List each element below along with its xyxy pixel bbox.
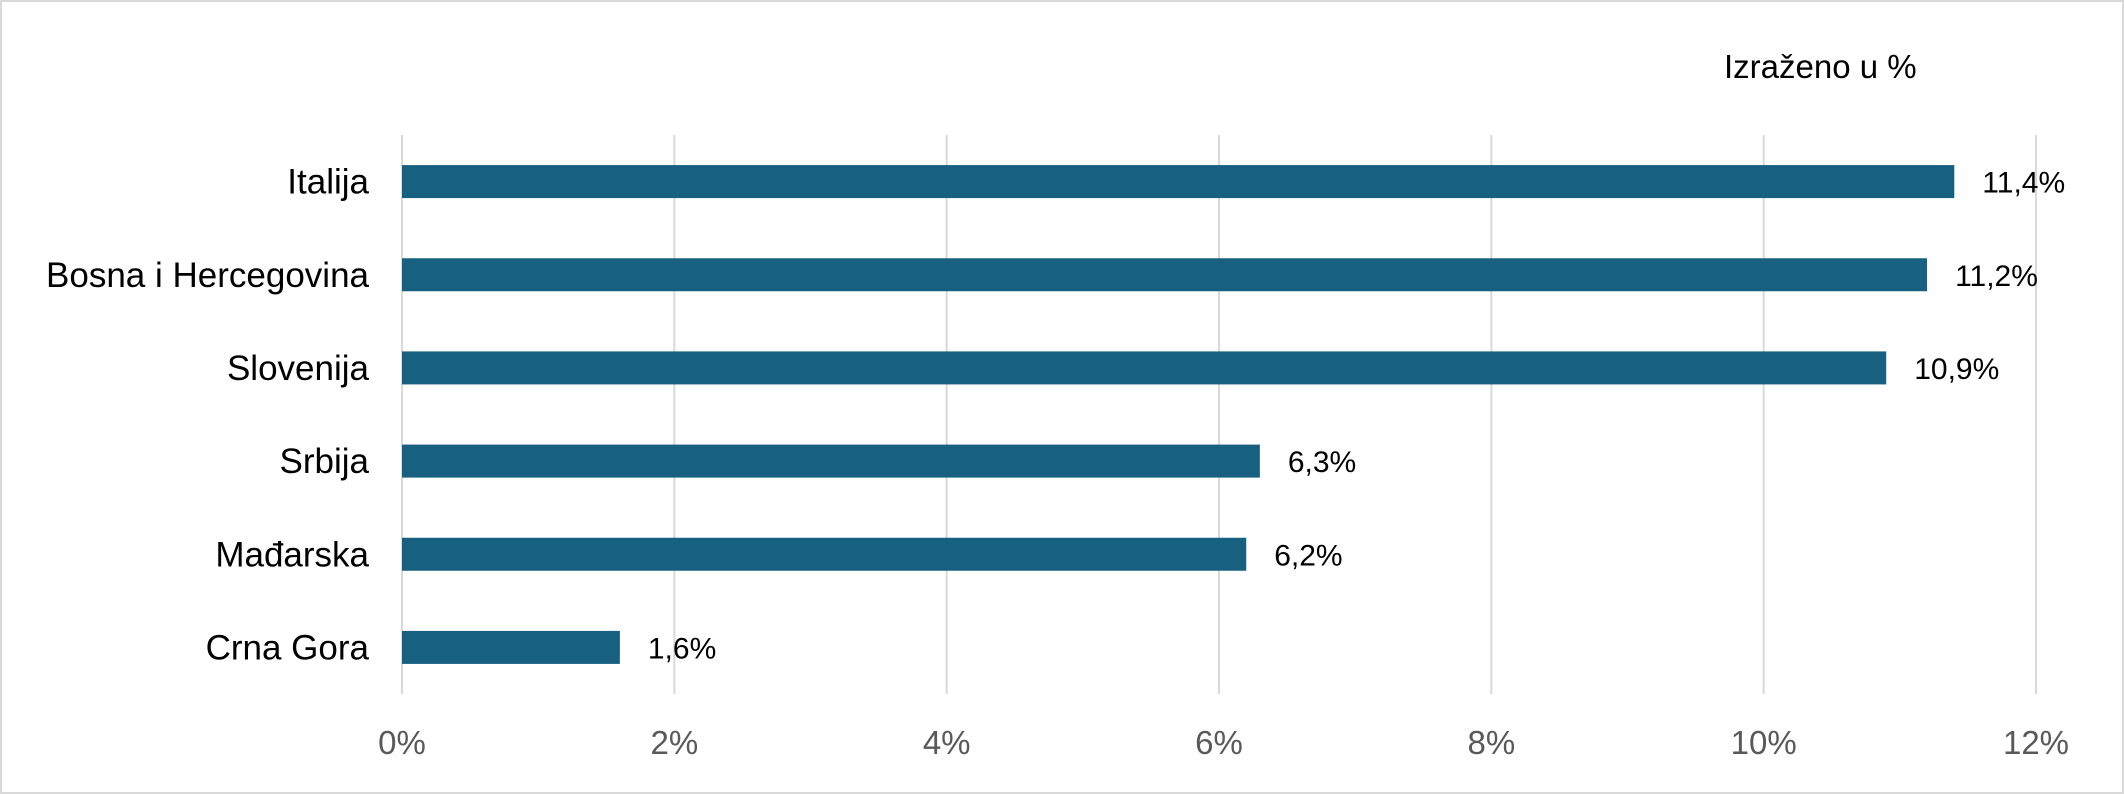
data-label: 1,6% xyxy=(648,632,716,665)
category-label: Crna Gora xyxy=(206,628,370,667)
category-labels: Italija Bosna i Hercegovina Slovenija Srbij… xyxy=(46,163,370,668)
category-label: Bosna i Hercegovina xyxy=(46,256,369,295)
x-tick-label: 4% xyxy=(923,724,971,761)
data-label: 6,3% xyxy=(1288,446,1356,479)
bar xyxy=(402,444,1260,478)
category-label: Mađarska xyxy=(215,535,369,574)
bar xyxy=(402,351,1887,385)
data-labels: 11,4% 11,2% 10,9% 6,3% 6,2% 1,6% xyxy=(648,167,2065,666)
x-tick-label: 6% xyxy=(1195,724,1243,761)
bars xyxy=(402,165,1955,664)
bar xyxy=(402,630,620,664)
x-tick-label: 10% xyxy=(1731,724,1797,761)
data-label: 11,4% xyxy=(1982,167,2065,200)
bar xyxy=(402,165,1955,199)
category-label: Srbija xyxy=(280,442,370,481)
category-label: Slovenija xyxy=(227,349,370,388)
data-label: 6,2% xyxy=(1274,539,1342,572)
data-label: 10,9% xyxy=(1914,353,1999,386)
unit-note: Izraženo u % xyxy=(1724,48,1917,85)
bar xyxy=(402,537,1247,571)
x-axis-tick-labels: 0% 2% 4% 6% 8% 10% 12% xyxy=(378,724,2069,761)
data-label: 11,2% xyxy=(1955,260,2038,293)
gridlines xyxy=(401,135,2037,694)
bar xyxy=(402,258,1928,292)
x-tick-label: 12% xyxy=(2003,724,2069,761)
category-label: Italija xyxy=(287,163,369,202)
x-tick-label: 2% xyxy=(650,724,698,761)
x-tick-label: 0% xyxy=(378,724,426,761)
x-tick-label: 8% xyxy=(1467,724,1515,761)
